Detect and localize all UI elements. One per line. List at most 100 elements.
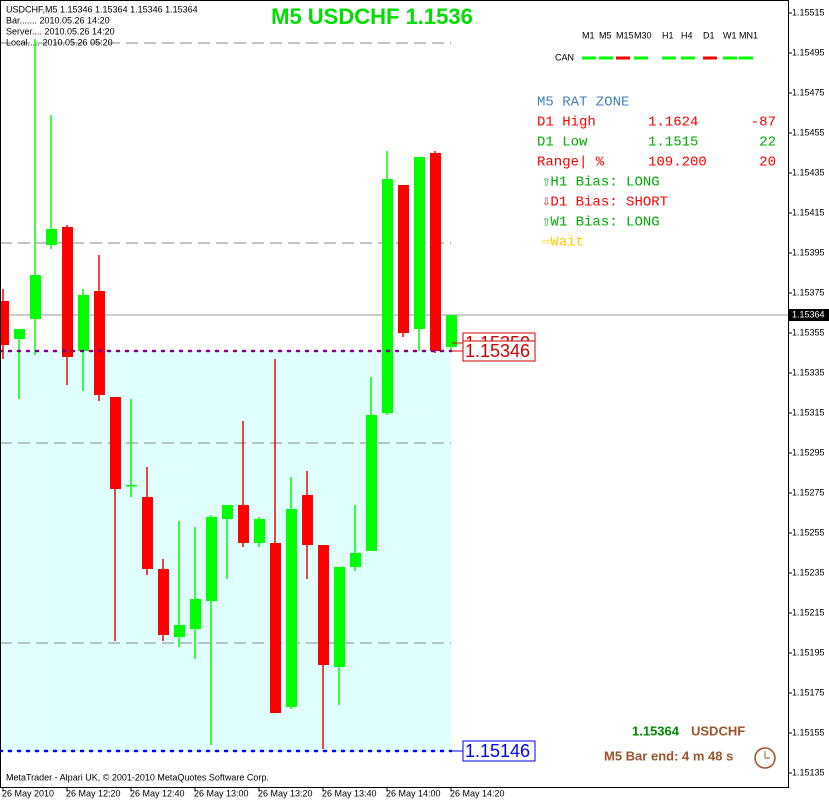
candle-body <box>318 545 329 665</box>
y-tick-label: 1.15355 <box>792 327 825 337</box>
footer: MetaTrader - Alpari UK, © 2001-2010 Meta… <box>6 772 269 782</box>
timeframe-label: D1 <box>703 30 715 40</box>
y-tick-label: 1.15215 <box>792 607 825 617</box>
candle-body <box>142 497 153 569</box>
bar-end: M5 Bar end: 4 m 48 s <box>604 748 733 763</box>
panel-cell: 22 <box>759 135 776 151</box>
plot-frame <box>0 0 789 788</box>
level-label: 1.15346 <box>465 341 530 361</box>
info-line: USDCHF,M5 1.15346 1.15364 1.15346 1.1536… <box>6 4 198 14</box>
x-tick-label: 26 May 13:20 <box>258 788 313 798</box>
timeframe-label: W1 <box>723 30 737 40</box>
y-tick-label: 1.15255 <box>792 527 825 537</box>
level-box <box>462 740 536 762</box>
y-tick-label: 1.15475 <box>792 87 825 97</box>
candle-body <box>110 397 121 489</box>
panel-cell: Range| % <box>537 155 605 171</box>
panel-cell: 20 <box>759 155 776 171</box>
timeframe-label: MN1 <box>739 30 758 40</box>
panel-cell: -87 <box>751 115 776 131</box>
y-tick-label: 1.15155 <box>792 727 825 737</box>
candle-body <box>270 543 281 713</box>
candle-body <box>14 329 25 339</box>
panel-bias: ⇧W1 Bias: LONG <box>542 215 660 231</box>
timeframe-label: H1 <box>662 30 674 40</box>
y-tick-label: 1.15515 <box>792 7 825 17</box>
can-label: CAN <box>555 52 574 62</box>
y-tick-label: 1.15175 <box>792 687 825 697</box>
info-line: Server.... 2010.05.26 14:20 <box>6 26 115 36</box>
candle-body <box>286 509 297 707</box>
timeframe-label: M1 <box>582 30 595 40</box>
candle-body <box>350 553 361 567</box>
x-tick-label: 26 May 14:00 <box>386 788 441 798</box>
candle-body <box>334 567 345 667</box>
timeframe-label: M5 <box>599 30 612 40</box>
y-tick-label: 1.15315 <box>792 407 825 417</box>
panel-cell: D1 High <box>537 115 596 131</box>
y-tick-label: 1.15455 <box>792 127 825 137</box>
y-tick-label: 1.15295 <box>792 447 825 457</box>
status-symbol: USDCHF <box>691 723 745 738</box>
candle-body <box>158 569 169 635</box>
panel-bias: ⇩D1 Bias: SHORT <box>542 195 668 211</box>
candle-body <box>30 275 41 319</box>
candle-body <box>430 153 441 351</box>
x-tick-label: 26 May 12:40 <box>130 788 185 798</box>
candle-body <box>302 495 313 545</box>
y-tick-label: 1.15195 <box>792 647 825 657</box>
candle-body <box>0 301 9 345</box>
x-tick-label: 26 May 14:20 <box>450 788 505 798</box>
candle-body <box>254 519 265 543</box>
candle-body <box>62 227 73 357</box>
candle-body <box>126 485 137 487</box>
y-tick-label: 1.15415 <box>792 207 825 217</box>
y-tick-label: 1.15395 <box>792 247 825 257</box>
level-label: 1.15146 <box>465 741 530 761</box>
y-tick-label: 1.15235 <box>792 567 825 577</box>
panel-title: M5 RAT ZONE <box>537 95 629 111</box>
y-tick-label: 1.15275 <box>792 487 825 497</box>
x-tick-label: 26 May 13:00 <box>194 788 249 798</box>
candle-body <box>78 295 89 351</box>
x-tick-label: 26 May 2010 <box>2 788 54 798</box>
level-box <box>462 340 536 362</box>
candle-body <box>446 315 457 347</box>
current-price-box <box>789 309 829 321</box>
panel-cell: 1.1624 <box>648 115 698 131</box>
timeframe-label: H4 <box>681 30 693 40</box>
info-line: Local..... 2010.05.26 05:20 <box>6 37 113 47</box>
panel-cell: 1.1515 <box>648 135 698 151</box>
y-tick-label: 1.15495 <box>792 47 825 57</box>
candle-body <box>190 599 201 629</box>
panel-bias: ⇨Wait <box>542 235 584 251</box>
y-tick-label: 1.15435 <box>792 167 825 177</box>
candle-body <box>206 517 217 601</box>
panel-cell: D1 Low <box>537 135 588 151</box>
panel-bias: ⇧H1 Bias: LONG <box>542 175 660 191</box>
candle-body <box>238 505 249 543</box>
candle-body <box>174 625 185 637</box>
timeframe-label: M15 <box>616 30 634 40</box>
current-price-label: 1.15364 <box>792 309 825 319</box>
chart-title: M5 USDCHF 1.1536 <box>271 4 473 29</box>
x-tick-label: 26 May 12:20 <box>66 788 121 798</box>
plot-area <box>0 39 788 753</box>
candle-body <box>222 505 233 519</box>
candle-body <box>414 157 425 329</box>
timeframe-label: M30 <box>634 30 652 40</box>
clock-icon <box>754 747 776 769</box>
candle-body <box>46 229 57 245</box>
y-tick-label: 1.15335 <box>792 367 825 377</box>
candle-body <box>398 185 409 333</box>
info-line: Bar....... 2010.05.26 14:20 <box>6 15 110 25</box>
candle-body <box>382 179 393 413</box>
status-price: 1.15364 <box>632 723 680 738</box>
x-tick-label: 26 May 13:40 <box>322 788 377 798</box>
panel-cell: 109.200 <box>648 155 707 171</box>
y-tick-label: 1.15135 <box>792 767 825 777</box>
candle-body <box>94 291 105 395</box>
candle-body <box>366 415 377 551</box>
